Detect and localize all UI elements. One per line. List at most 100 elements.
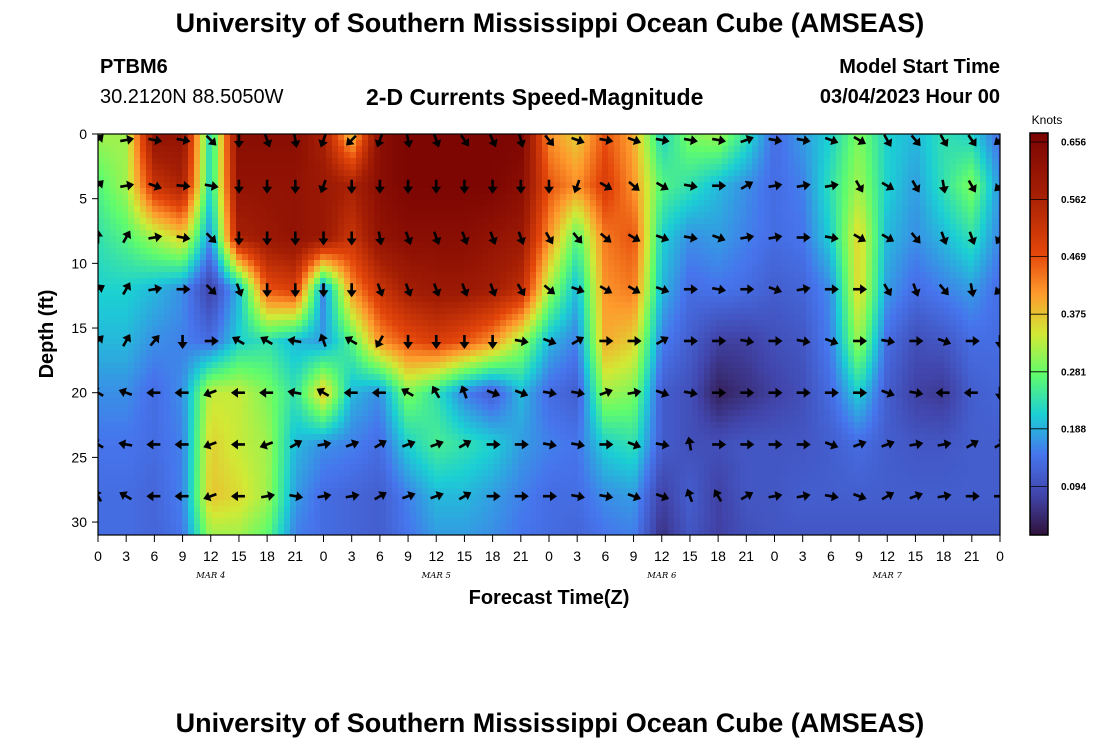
- heatmap-cell: [308, 176, 315, 183]
- heatmap-cell: [992, 230, 999, 237]
- heatmap-cell: [812, 320, 819, 327]
- heatmap-cell: [992, 212, 999, 219]
- heatmap-cell: [536, 182, 543, 189]
- heatmap-cell: [386, 296, 393, 303]
- heatmap-cell: [842, 134, 849, 141]
- heatmap-cell: [416, 224, 423, 231]
- heatmap-cell: [464, 200, 471, 207]
- heatmap-cell: [560, 206, 567, 213]
- heatmap-cell: [674, 242, 681, 249]
- heatmap-cell: [566, 230, 573, 237]
- heatmap-cell: [944, 182, 951, 189]
- heatmap-cell: [674, 272, 681, 279]
- heatmap-cell: [590, 170, 597, 177]
- heatmap-cell: [884, 164, 891, 171]
- heatmap-cell: [260, 134, 267, 141]
- heatmap-cell: [278, 272, 285, 279]
- heatmap-cell: [776, 146, 783, 153]
- heatmap-cell: [968, 170, 975, 177]
- heatmap-cell: [878, 278, 885, 285]
- heatmap-cell: [218, 164, 225, 171]
- heatmap-cell: [236, 248, 243, 255]
- heatmap-cell: [368, 230, 375, 237]
- heatmap-cell: [110, 296, 117, 303]
- heatmap-cell: [260, 326, 267, 333]
- heatmap-cell: [548, 212, 555, 219]
- heatmap-cell: [602, 146, 609, 153]
- heatmap-cell: [848, 278, 855, 285]
- heatmap-cell: [884, 314, 891, 321]
- heatmap-cell: [248, 314, 255, 321]
- heatmap-cell: [878, 206, 885, 213]
- heatmap-cell: [836, 182, 843, 189]
- heatmap-cell: [578, 218, 585, 225]
- heatmap-cell: [494, 146, 501, 153]
- heatmap-cell: [590, 242, 597, 249]
- heatmap-cell: [956, 182, 963, 189]
- heatmap-cell: [956, 134, 963, 141]
- heatmap-cell: [350, 326, 357, 333]
- heatmap-cell: [884, 278, 891, 285]
- heatmap-cell: [188, 176, 195, 183]
- heatmap-cell: [764, 218, 771, 225]
- heatmap-cell: [248, 188, 255, 195]
- heatmap-cell: [338, 170, 345, 177]
- heatmap-cell: [656, 260, 663, 267]
- heatmap-cell: [494, 314, 501, 321]
- heatmap-cell: [326, 164, 333, 171]
- heatmap-cell: [452, 284, 459, 291]
- heatmap-cell: [602, 278, 609, 285]
- heatmap-cell: [770, 224, 777, 231]
- heatmap-cell: [362, 134, 369, 141]
- heatmap-cell: [116, 272, 123, 279]
- heatmap-cell: [638, 230, 645, 237]
- heatmap-cell: [272, 254, 279, 261]
- heatmap-cell: [830, 206, 837, 213]
- heatmap-cell: [974, 278, 981, 285]
- heatmap-cell: [728, 254, 735, 261]
- heatmap-cell: [308, 206, 315, 213]
- heatmap-cell: [170, 170, 177, 177]
- heatmap-cell: [140, 308, 147, 315]
- heatmap-cell: [290, 158, 297, 165]
- heatmap-cell: [860, 176, 867, 183]
- heatmap-cell: [410, 182, 417, 189]
- heatmap-cell: [752, 206, 759, 213]
- heatmap-cell: [284, 308, 291, 315]
- heatmap-cell: [206, 158, 213, 165]
- heatmap-cell: [194, 230, 201, 237]
- heatmap-cell: [950, 170, 957, 177]
- heatmap-cell: [278, 152, 285, 159]
- heatmap-cell: [206, 218, 213, 225]
- heatmap-cell: [296, 200, 303, 207]
- heatmap-cell: [818, 278, 825, 285]
- heatmap-cell: [506, 224, 513, 231]
- heatmap-cell: [170, 224, 177, 231]
- heatmap-cell: [116, 134, 123, 141]
- heatmap-cell: [590, 260, 597, 267]
- heatmap-cell: [692, 266, 699, 273]
- heatmap-cell: [656, 314, 663, 321]
- heatmap-cell: [572, 242, 579, 249]
- heatmap-cell: [386, 290, 393, 297]
- heatmap-cell: [530, 194, 537, 201]
- heatmap-cell: [716, 158, 723, 165]
- heatmap-cell: [878, 146, 885, 153]
- heatmap-cell: [752, 236, 759, 243]
- heatmap-cell: [440, 326, 447, 333]
- heatmap-cell: [458, 278, 465, 285]
- heatmap-cell: [554, 242, 561, 249]
- heatmap-cell: [902, 236, 909, 243]
- heatmap-cell: [956, 218, 963, 225]
- heatmap-cell: [440, 278, 447, 285]
- heatmap-cell: [368, 266, 375, 273]
- heatmap-cell: [830, 302, 837, 309]
- heatmap-cell: [764, 182, 771, 189]
- heatmap-cell: [392, 152, 399, 159]
- heatmap-cell: [806, 170, 813, 177]
- heatmap-cell: [908, 206, 915, 213]
- heatmap-cell: [266, 230, 273, 237]
- heatmap-cell: [920, 152, 927, 159]
- heatmap-cell: [578, 290, 585, 297]
- heatmap-cell: [164, 200, 171, 207]
